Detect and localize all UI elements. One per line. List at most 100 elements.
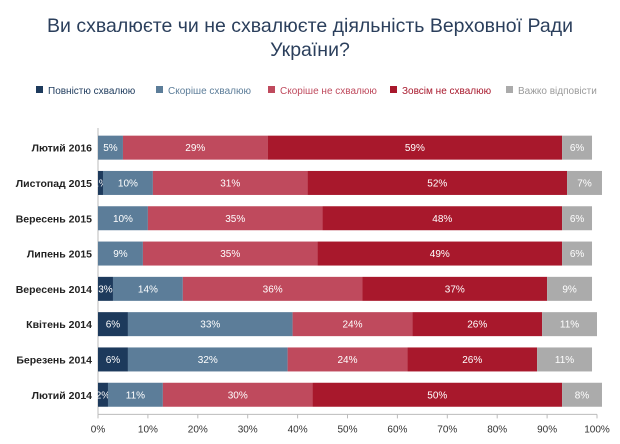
category-label: Липень 2015: [27, 249, 92, 261]
category-label: Квітень 2014: [26, 319, 92, 331]
data-label: 6%: [570, 214, 585, 225]
data-label: 9%: [113, 249, 128, 260]
legend-swatch: [506, 86, 513, 93]
x-tick-label: 40%: [288, 424, 308, 435]
x-tick-label: 30%: [238, 424, 258, 435]
bar-segment: [542, 312, 597, 337]
bar-segment: [127, 312, 293, 337]
data-label: 10%: [113, 214, 133, 225]
bar-segment: [98, 241, 143, 266]
category-label: Березень 2014: [16, 354, 92, 366]
data-label: 11%: [126, 390, 145, 401]
bar-segment: [98, 170, 103, 195]
data-label: 30%: [228, 390, 248, 401]
bar-segment: [562, 382, 602, 407]
data-label: 6%: [106, 355, 121, 366]
data-label: 35%: [225, 214, 245, 225]
data-label: 24%: [342, 320, 362, 331]
data-label: 11%: [560, 320, 579, 331]
category-label: Лютий 2016: [32, 143, 93, 155]
legend-item-rather-approve: Скоріше схвалюю: [156, 86, 251, 98]
bar-segment: [152, 170, 308, 195]
x-tick-label: 10%: [138, 424, 158, 435]
bar-segment: [562, 135, 593, 160]
x-tick-label: 80%: [487, 424, 507, 435]
bar-segment: [98, 347, 128, 372]
legend-item-fully-disapprove: Зовсім не схвалюю: [390, 86, 491, 98]
bar-segment: [98, 276, 113, 301]
data-label: 14%: [138, 284, 158, 295]
legend-swatch: [36, 86, 43, 93]
x-tick-label: 50%: [337, 424, 357, 435]
data-label: 1%: [93, 178, 108, 189]
data-label: 59%: [405, 143, 425, 154]
bar-segment: [322, 206, 563, 231]
data-label: 33%: [200, 320, 220, 331]
bar-segment: [562, 206, 593, 231]
legend-label: Повністю схвалюю: [48, 86, 136, 97]
bar-segment: [317, 241, 563, 266]
data-label: 5%: [103, 143, 118, 154]
bar-segment: [127, 347, 288, 372]
data-label: 24%: [337, 355, 357, 366]
bar-segment: [112, 276, 183, 301]
legend-item-fully-approve: Повністю схвалюю: [36, 86, 135, 98]
bar-segment: [287, 347, 408, 372]
x-tick-label: 0%: [91, 424, 106, 435]
bar-segment: [567, 170, 602, 195]
legend-label: Скоріше схвалюю: [168, 86, 252, 97]
bar-segment: [362, 276, 548, 301]
x-tick-label: 20%: [188, 424, 208, 435]
data-label: 11%: [555, 355, 574, 366]
data-label: 36%: [263, 284, 283, 295]
bar-segment: [307, 170, 568, 195]
data-label: 9%: [562, 284, 577, 295]
legend-swatch: [390, 86, 397, 93]
bar-segment: [147, 206, 323, 231]
bar-segment: [142, 241, 318, 266]
category-label: Листопад 2015: [16, 178, 92, 190]
data-label: 7%: [577, 178, 592, 189]
category-label: Лютий 2014: [32, 390, 93, 402]
data-label: 10%: [118, 178, 138, 189]
bar-segment: [407, 347, 538, 372]
bar-segment: [122, 135, 268, 160]
legend-label: Зовсім не схвалюю: [402, 86, 492, 97]
bar-segment: [412, 312, 543, 337]
data-label: 8%: [575, 390, 590, 401]
bar-segment: [98, 135, 123, 160]
bar-segment: [292, 312, 413, 337]
legend-swatch: [156, 86, 163, 93]
bar-segment: [537, 347, 593, 372]
x-tick-label: 70%: [437, 424, 457, 435]
bar-segment: [562, 241, 593, 266]
chart-title-line-2: України?: [270, 39, 350, 61]
legend-swatch: [268, 86, 275, 93]
legend-label: Важко відповісти: [518, 86, 597, 97]
data-label: 37%: [445, 284, 465, 295]
legend-item-hard-to-say: Важко відповісти: [506, 86, 597, 98]
data-label: 35%: [220, 249, 240, 260]
data-label: 29%: [185, 143, 205, 154]
bar-segment: [98, 312, 128, 337]
legend: Повністю схвалюю Скоріше схвалюю Скоріше…: [36, 86, 616, 100]
bar-segment: [182, 276, 363, 301]
data-label: 6%: [106, 320, 121, 331]
data-label: 32%: [198, 355, 218, 366]
data-label: 3%: [98, 284, 113, 295]
bar-segment: [107, 382, 163, 407]
data-label: 6%: [570, 143, 585, 154]
bar-segment: [102, 170, 153, 195]
data-label: 26%: [462, 355, 482, 366]
x-tick-label: 100%: [584, 424, 610, 435]
category-label: Вересень 2014: [16, 284, 92, 296]
bar-segment: [162, 382, 313, 407]
data-label: 6%: [570, 249, 585, 260]
bar-segment: [267, 135, 563, 160]
chart-title-line-1: Ви схвалюєте чи не схвалюєте діяльність …: [47, 15, 573, 37]
x-tick-label: 90%: [537, 424, 557, 435]
data-label: 31%: [220, 178, 240, 189]
data-label: 26%: [467, 320, 487, 331]
legend-item-rather-disapprove: Скоріше не схвалюю: [268, 86, 377, 98]
chart-title: Ви схвалюєте чи не схвалюєте діяльність …: [30, 14, 590, 62]
